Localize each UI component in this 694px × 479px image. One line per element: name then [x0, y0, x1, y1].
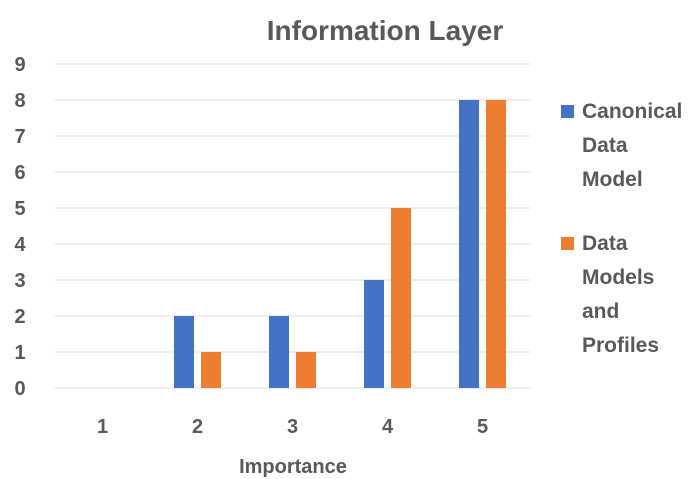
y-tick-label: 3: [14, 270, 25, 292]
legend-label: Model: [582, 168, 643, 191]
y-tick-label: 0: [14, 378, 25, 400]
legend-swatch: [561, 105, 574, 118]
x-axis-ticks: 1 2 3 4 5: [97, 416, 488, 438]
bar-series1-cat4: [364, 280, 384, 388]
y-axis-ticks: 0 1 2 3 4 5 6 7 8 9: [14, 54, 26, 400]
legend-swatch: [561, 237, 574, 250]
legend-label: and: [582, 300, 619, 323]
bar-series2-cat5: [486, 100, 506, 388]
bar-series1-cat3: [269, 316, 289, 388]
bars: [174, 100, 506, 388]
y-tick-label: 6: [14, 162, 25, 184]
bar-series2-cat4: [391, 208, 411, 388]
x-tick-label: 3: [287, 416, 298, 438]
x-tick-label: 1: [97, 416, 108, 438]
legend-label: Data: [582, 232, 628, 255]
bar-series2-cat2: [201, 352, 221, 388]
y-tick-label: 5: [14, 198, 25, 220]
legend-label: Data: [582, 134, 628, 157]
chart-title: Information Layer: [267, 15, 504, 46]
bar-series1-cat2: [174, 316, 194, 388]
x-tick-label: 5: [477, 416, 488, 438]
gridlines: [55, 63, 530, 389]
legend: Canonical Data Model Data Models and Profiles: [561, 100, 682, 357]
y-tick-label: 9: [14, 54, 25, 76]
x-axis-title: Importance: [239, 456, 347, 478]
legend-label: Profiles: [582, 334, 659, 357]
bar-series2-cat3: [296, 352, 316, 388]
y-tick-label: 7: [14, 126, 25, 148]
bar-series1-cat5: [459, 100, 479, 388]
x-tick-label: 4: [382, 416, 394, 438]
y-tick-label: 4: [14, 234, 26, 256]
legend-label: Models: [582, 266, 654, 289]
legend-label: Canonical: [582, 100, 682, 123]
y-tick-label: 2: [14, 306, 25, 328]
x-tick-label: 2: [192, 416, 203, 438]
y-tick-label: 1: [14, 342, 25, 364]
y-tick-label: 8: [14, 90, 25, 112]
